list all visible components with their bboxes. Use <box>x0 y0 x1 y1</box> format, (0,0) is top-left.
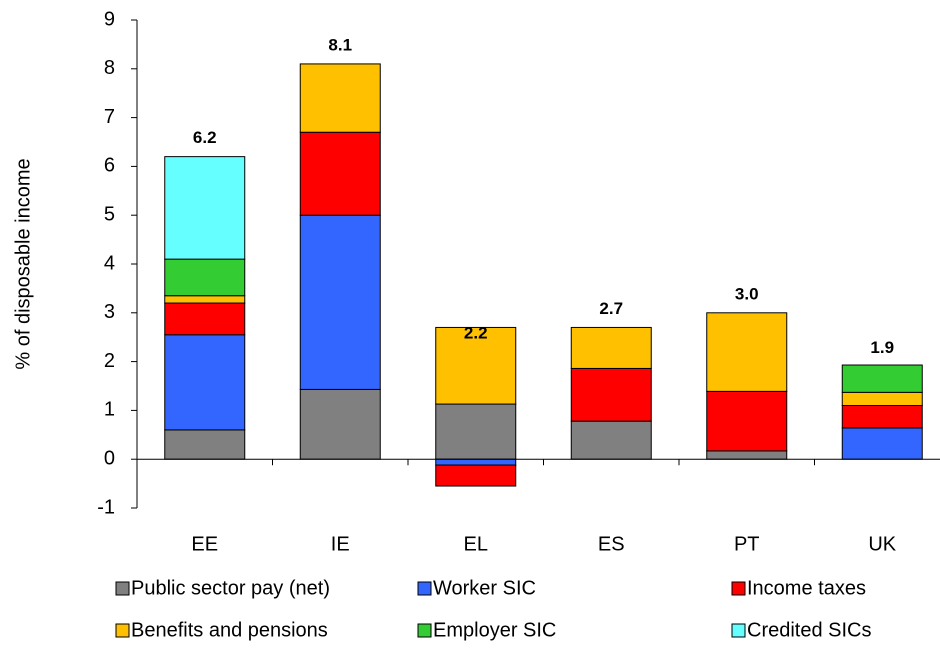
x-tick-label: IE <box>331 533 350 555</box>
legend-label: Public sector pay (net) <box>131 577 330 599</box>
legend-swatch <box>731 581 746 596</box>
bar-segment <box>435 403 517 460</box>
y-tick-label: 3 <box>104 301 115 323</box>
bar-segment <box>435 326 517 405</box>
bar-segment <box>164 302 246 336</box>
y-tick-label: 2 <box>104 350 115 372</box>
legend-label: Employer SIC <box>433 619 556 641</box>
total-label: 8.1 <box>328 35 352 54</box>
bar-segment <box>706 450 788 460</box>
bar-segment <box>299 388 381 460</box>
bar-segment <box>570 420 652 460</box>
y-tick-label: 8 <box>104 57 115 79</box>
y-tick-label: 6 <box>104 155 115 177</box>
legend-label: Benefits and pensions <box>131 619 328 641</box>
legend-label: Worker SIC <box>433 577 536 599</box>
bar-segment <box>164 258 246 297</box>
legend-swatch <box>731 623 746 638</box>
bar-segment <box>706 312 788 392</box>
y-tick-label: 0 <box>104 447 115 469</box>
bar-segment <box>299 131 381 216</box>
total-label: 3.0 <box>735 284 759 303</box>
bar-segment <box>299 214 381 390</box>
bar-segment <box>299 63 381 133</box>
total-label: 1.9 <box>870 338 894 357</box>
x-tick-label: EL <box>464 533 488 555</box>
bar-segment <box>164 429 246 460</box>
bar-segment <box>570 367 652 422</box>
legend-swatch <box>417 623 432 638</box>
legend-swatch <box>417 581 432 596</box>
legend-label: Credited SICs <box>747 619 872 641</box>
bar-segment <box>435 458 517 466</box>
bar-segment <box>841 405 923 429</box>
bar-segment <box>164 156 246 260</box>
legend-swatch <box>115 581 130 596</box>
x-tick-label: ES <box>598 533 625 555</box>
y-tick-label: 7 <box>104 106 115 128</box>
bar-segment <box>164 295 246 304</box>
bar-segment <box>841 364 923 393</box>
y-tick-label: 9 <box>104 8 115 30</box>
x-tick-label: EE <box>191 533 218 555</box>
bar-segment <box>164 334 246 431</box>
y-axis-label: % of disposable income <box>12 158 34 369</box>
total-label: 6.2 <box>193 128 217 147</box>
total-label: 2.2 <box>464 323 488 342</box>
bar-segment <box>841 427 923 460</box>
y-tick-label: 1 <box>104 399 115 421</box>
bar-segment <box>841 391 923 407</box>
y-tick-label: -1 <box>97 496 115 518</box>
legend-swatch <box>115 623 130 638</box>
total-label: 2.7 <box>599 299 623 318</box>
legend-label: Income taxes <box>747 577 866 599</box>
bar-segment <box>435 464 517 487</box>
bar-segment <box>570 326 652 369</box>
x-tick-label: UK <box>868 533 896 555</box>
x-tick-label: PT <box>734 533 760 555</box>
y-tick-label: 5 <box>104 203 115 225</box>
bar-segment <box>706 390 788 452</box>
y-tick-label: 4 <box>104 252 115 274</box>
